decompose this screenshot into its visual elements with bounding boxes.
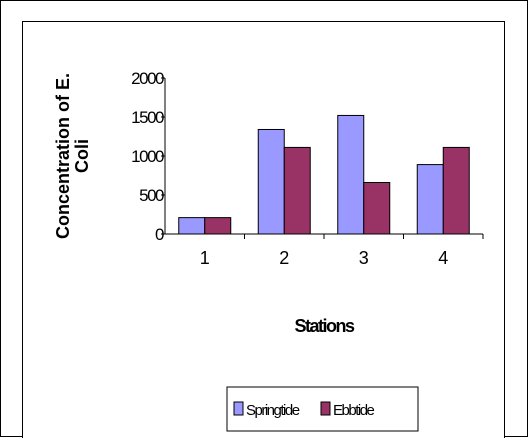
legend-label: Ebbtide — [333, 402, 375, 419]
legend-swatch-springtide — [233, 401, 244, 416]
chart-svg: Concentration of E. Coli 0 500 1000 1500 2000… — [53, 69, 484, 432]
y-axis-title-line: Coli — [72, 139, 92, 173]
bar-ebbtide-station-1 — [204, 217, 232, 235]
y-axis-title-line: Concentration of E. — [53, 73, 73, 239]
y-tick-label: 0 — [155, 225, 164, 244]
x-axis-title: Stations — [294, 316, 354, 336]
x-axis-ticks: 1 2 3 4 — [200, 234, 484, 268]
bar-ebbtide-station-2 — [283, 146, 311, 235]
legend: Springtide Ebbtide — [226, 386, 419, 432]
y-tick-label: 1500 — [131, 108, 164, 127]
y-axis-ticks: 0 500 1000 1500 2000 — [131, 69, 165, 244]
bar-springtide-station-2 — [257, 128, 285, 235]
legend-swatch-ebbtide — [320, 401, 331, 416]
y-axis-title: Concentration of E. Coli — [53, 73, 92, 239]
y-tick-label: 500 — [139, 186, 164, 205]
chart-frame: Concentration of E. Coli 0 500 1000 1500 2000… — [22, 21, 505, 438]
bar-springtide-station-4 — [416, 164, 444, 235]
bar-ebbtide-station-3 — [363, 182, 391, 235]
y-tick-label: 1000 — [131, 147, 164, 166]
x-tick-label: 4 — [438, 248, 448, 268]
bar-springtide-station-3 — [337, 114, 365, 235]
y-tick-label: 2000 — [131, 69, 164, 88]
x-tick-label: 3 — [359, 248, 369, 268]
bar-springtide-station-1 — [178, 217, 206, 235]
bar-ebbtide-station-4 — [442, 146, 470, 235]
bars — [178, 114, 470, 235]
legend-label: Springtide — [246, 402, 300, 419]
x-tick-label: 2 — [279, 248, 289, 268]
x-tick-label: 1 — [200, 248, 210, 268]
